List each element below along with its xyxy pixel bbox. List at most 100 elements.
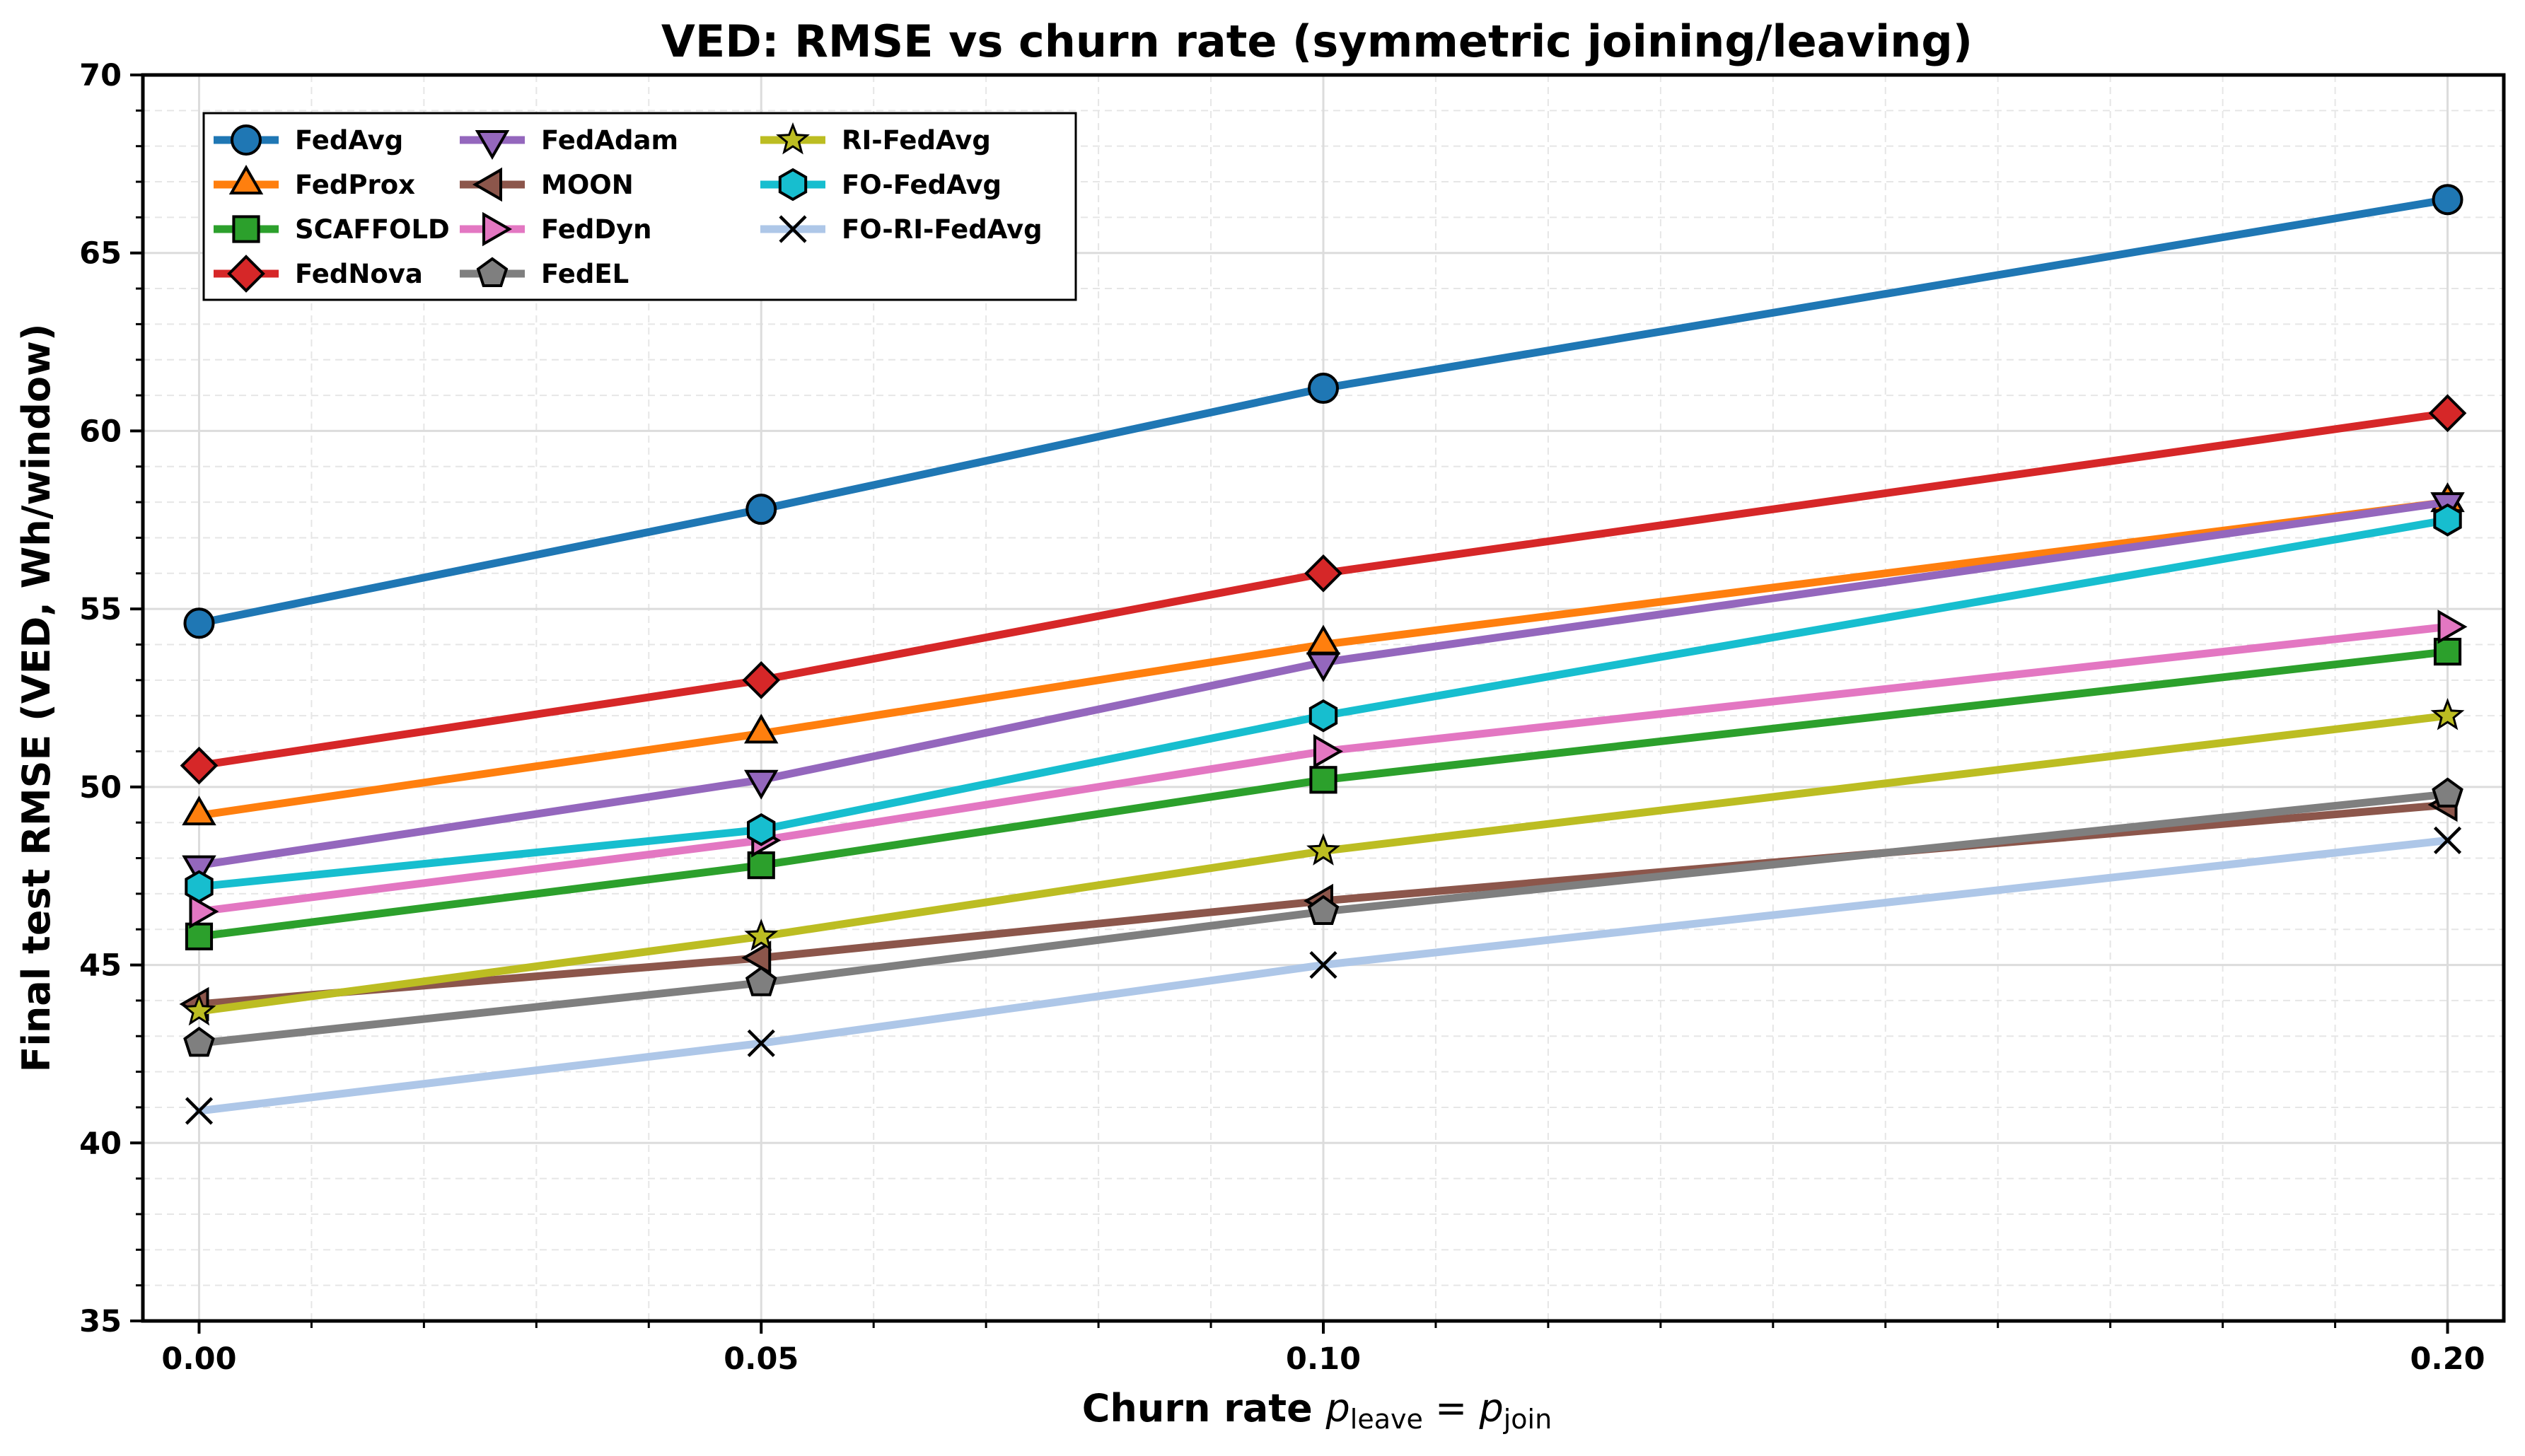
x-tick-label: 0.05 xyxy=(724,1341,799,1377)
y-tick-label: 50 xyxy=(79,770,122,805)
data-point-fedprox xyxy=(182,796,216,826)
data-point-fedadam xyxy=(182,855,216,885)
series-line-fedavg xyxy=(195,195,2452,627)
data-point-fedadam xyxy=(743,769,779,800)
y-tick-label: 40 xyxy=(79,1126,122,1161)
x-tick-label: 0.00 xyxy=(161,1341,236,1377)
x-axis-title-p-leave: p xyxy=(1325,1386,1350,1431)
data-point-feddyn xyxy=(2437,610,2468,644)
data-point-fo-fedavg xyxy=(747,813,776,846)
series-fo-fedavg xyxy=(185,503,2462,904)
x-axis-title-equals: = xyxy=(1423,1386,1480,1431)
x-axis-title-prefix: Churn rate xyxy=(1082,1386,1326,1431)
y-tick-label: 65 xyxy=(79,236,122,272)
legend-marker-ri-fedavg xyxy=(776,122,810,155)
legend-marker-feddyn xyxy=(482,211,513,247)
data-point-scaffold xyxy=(747,851,775,880)
data-point-scaffold xyxy=(185,922,214,950)
data-point-fo-ri-fedavg xyxy=(185,1097,214,1125)
data-point-fedprox xyxy=(743,714,779,744)
legend-item-fedavg: FedAvg xyxy=(214,124,403,156)
legend-label-fo-fedavg: FO-FedAvg xyxy=(842,170,1002,200)
data-point-ri-fedavg xyxy=(2430,698,2465,730)
data-point-feddyn xyxy=(1313,734,1344,769)
data-point-feddyn xyxy=(189,894,219,929)
legend-label-fo-ri-fedavg: FO-RI-FedAvg xyxy=(842,214,1043,245)
legend-marker-fo-ri-fedavg xyxy=(779,215,807,243)
legend-marker-fednova xyxy=(227,255,265,293)
legend-label-feddyn: FedDyn xyxy=(541,214,652,245)
x-axis-title-sub-join: join xyxy=(1503,1404,1552,1435)
legend-marker-fo-fedavg xyxy=(778,168,808,202)
y-axis-tick-labels: 35 40 45 50 55 60 65 70 xyxy=(79,58,122,1339)
x-axis-title-sub-leave: leave xyxy=(1350,1404,1423,1435)
legend-marker-fedavg xyxy=(231,124,262,156)
legend-item-feddyn: FedDyn xyxy=(460,211,652,247)
data-point-fedel xyxy=(1307,895,1340,926)
legend-item-ri-fedavg: RI-FedAvg xyxy=(760,122,991,156)
data-point-fo-ri-fedavg xyxy=(747,1029,775,1057)
legend-label-ri-fedavg: RI-FedAvg xyxy=(842,125,991,156)
data-point-fednova xyxy=(2428,394,2467,433)
series-layer xyxy=(179,184,2468,1125)
data-point-fednova xyxy=(1304,554,1342,593)
legend-label-fedavg: FedAvg xyxy=(295,125,403,156)
data-point-ri-fedavg xyxy=(1306,833,1340,866)
data-point-fedavg xyxy=(1308,373,1339,404)
legend-marker-fedadam xyxy=(475,130,510,161)
legend-marker-fedprox xyxy=(228,164,264,194)
legend-marker-scaffold xyxy=(232,215,260,243)
legend-label-fedprox: FedProx xyxy=(295,170,415,200)
y-tick-label: 45 xyxy=(79,948,122,984)
y-axis-title: Final test RMSE (VED, Wh/window) xyxy=(14,323,59,1072)
x-axis-ticks xyxy=(197,1321,2449,1334)
y-tick-label: 55 xyxy=(79,592,122,627)
legend-marker-fedel xyxy=(476,257,509,287)
series-fo-ri-fedavg xyxy=(185,826,2462,1125)
chart-title: VED: RMSE vs churn rate (symmetric joini… xyxy=(661,16,1973,67)
series-fednova xyxy=(180,394,2467,785)
data-point-fedavg xyxy=(745,494,777,525)
data-point-fedavg xyxy=(2432,184,2463,216)
series-line-fo-fedavg xyxy=(195,516,2452,891)
data-point-fedel xyxy=(745,966,777,996)
data-point-fo-fedavg xyxy=(185,870,214,904)
series-fedel xyxy=(183,777,2463,1057)
legend-item-fo-ri-fedavg: FO-RI-FedAvg xyxy=(760,214,1043,245)
y-tick-label: 35 xyxy=(79,1304,122,1339)
series-line-scaffold xyxy=(195,648,2452,940)
legend-label-fedadam: FedAdam xyxy=(541,125,678,156)
data-point-fedel xyxy=(183,1026,215,1057)
series-scaffold xyxy=(185,637,2462,950)
x-axis-title-p-join: p xyxy=(1478,1386,1503,1431)
legend-item-moon: MOON xyxy=(460,167,634,202)
series-line-fedadam xyxy=(195,498,2452,870)
data-point-fednova xyxy=(742,661,781,699)
data-point-ri-fedavg xyxy=(182,993,216,1026)
legend-label-fednova: FedNova xyxy=(295,259,423,289)
data-point-fo-fedavg xyxy=(2433,503,2462,537)
data-point-fo-fedavg xyxy=(1308,699,1338,733)
y-tick-label: 70 xyxy=(79,58,122,93)
legend: FedAvg FedProx SCAFFOLD FedNova FedAdam MOON F… xyxy=(202,112,1077,301)
legend-frame xyxy=(202,112,1077,301)
series-fedavg xyxy=(183,184,2463,639)
legend-item-fedadam: FedAdam xyxy=(460,125,678,161)
data-point-moon xyxy=(741,940,772,975)
series-line-fedprox xyxy=(195,498,2452,820)
data-point-scaffold xyxy=(1309,766,1337,794)
legend-label-moon: MOON xyxy=(541,170,634,200)
x-tick-label: 0.20 xyxy=(2410,1341,2485,1377)
x-tick-label: 0.10 xyxy=(1286,1341,1361,1377)
legend-item-fo-fedavg: FO-FedAvg xyxy=(760,168,1002,202)
legend-label-scaffold: SCAFFOLD xyxy=(295,214,450,245)
series-line-fednova xyxy=(195,409,2452,770)
data-point-fednova xyxy=(180,746,219,785)
data-point-fedel xyxy=(2432,777,2463,808)
series-line-ri-fedavg xyxy=(195,711,2452,1015)
legend-item-fedprox: FedProx xyxy=(214,164,415,200)
y-axis-ticks xyxy=(130,74,143,1322)
legend-item-scaffold: SCAFFOLD xyxy=(214,214,450,245)
data-point-ri-fedavg xyxy=(744,919,779,951)
legend-item-fednova: FedNova xyxy=(214,255,423,293)
